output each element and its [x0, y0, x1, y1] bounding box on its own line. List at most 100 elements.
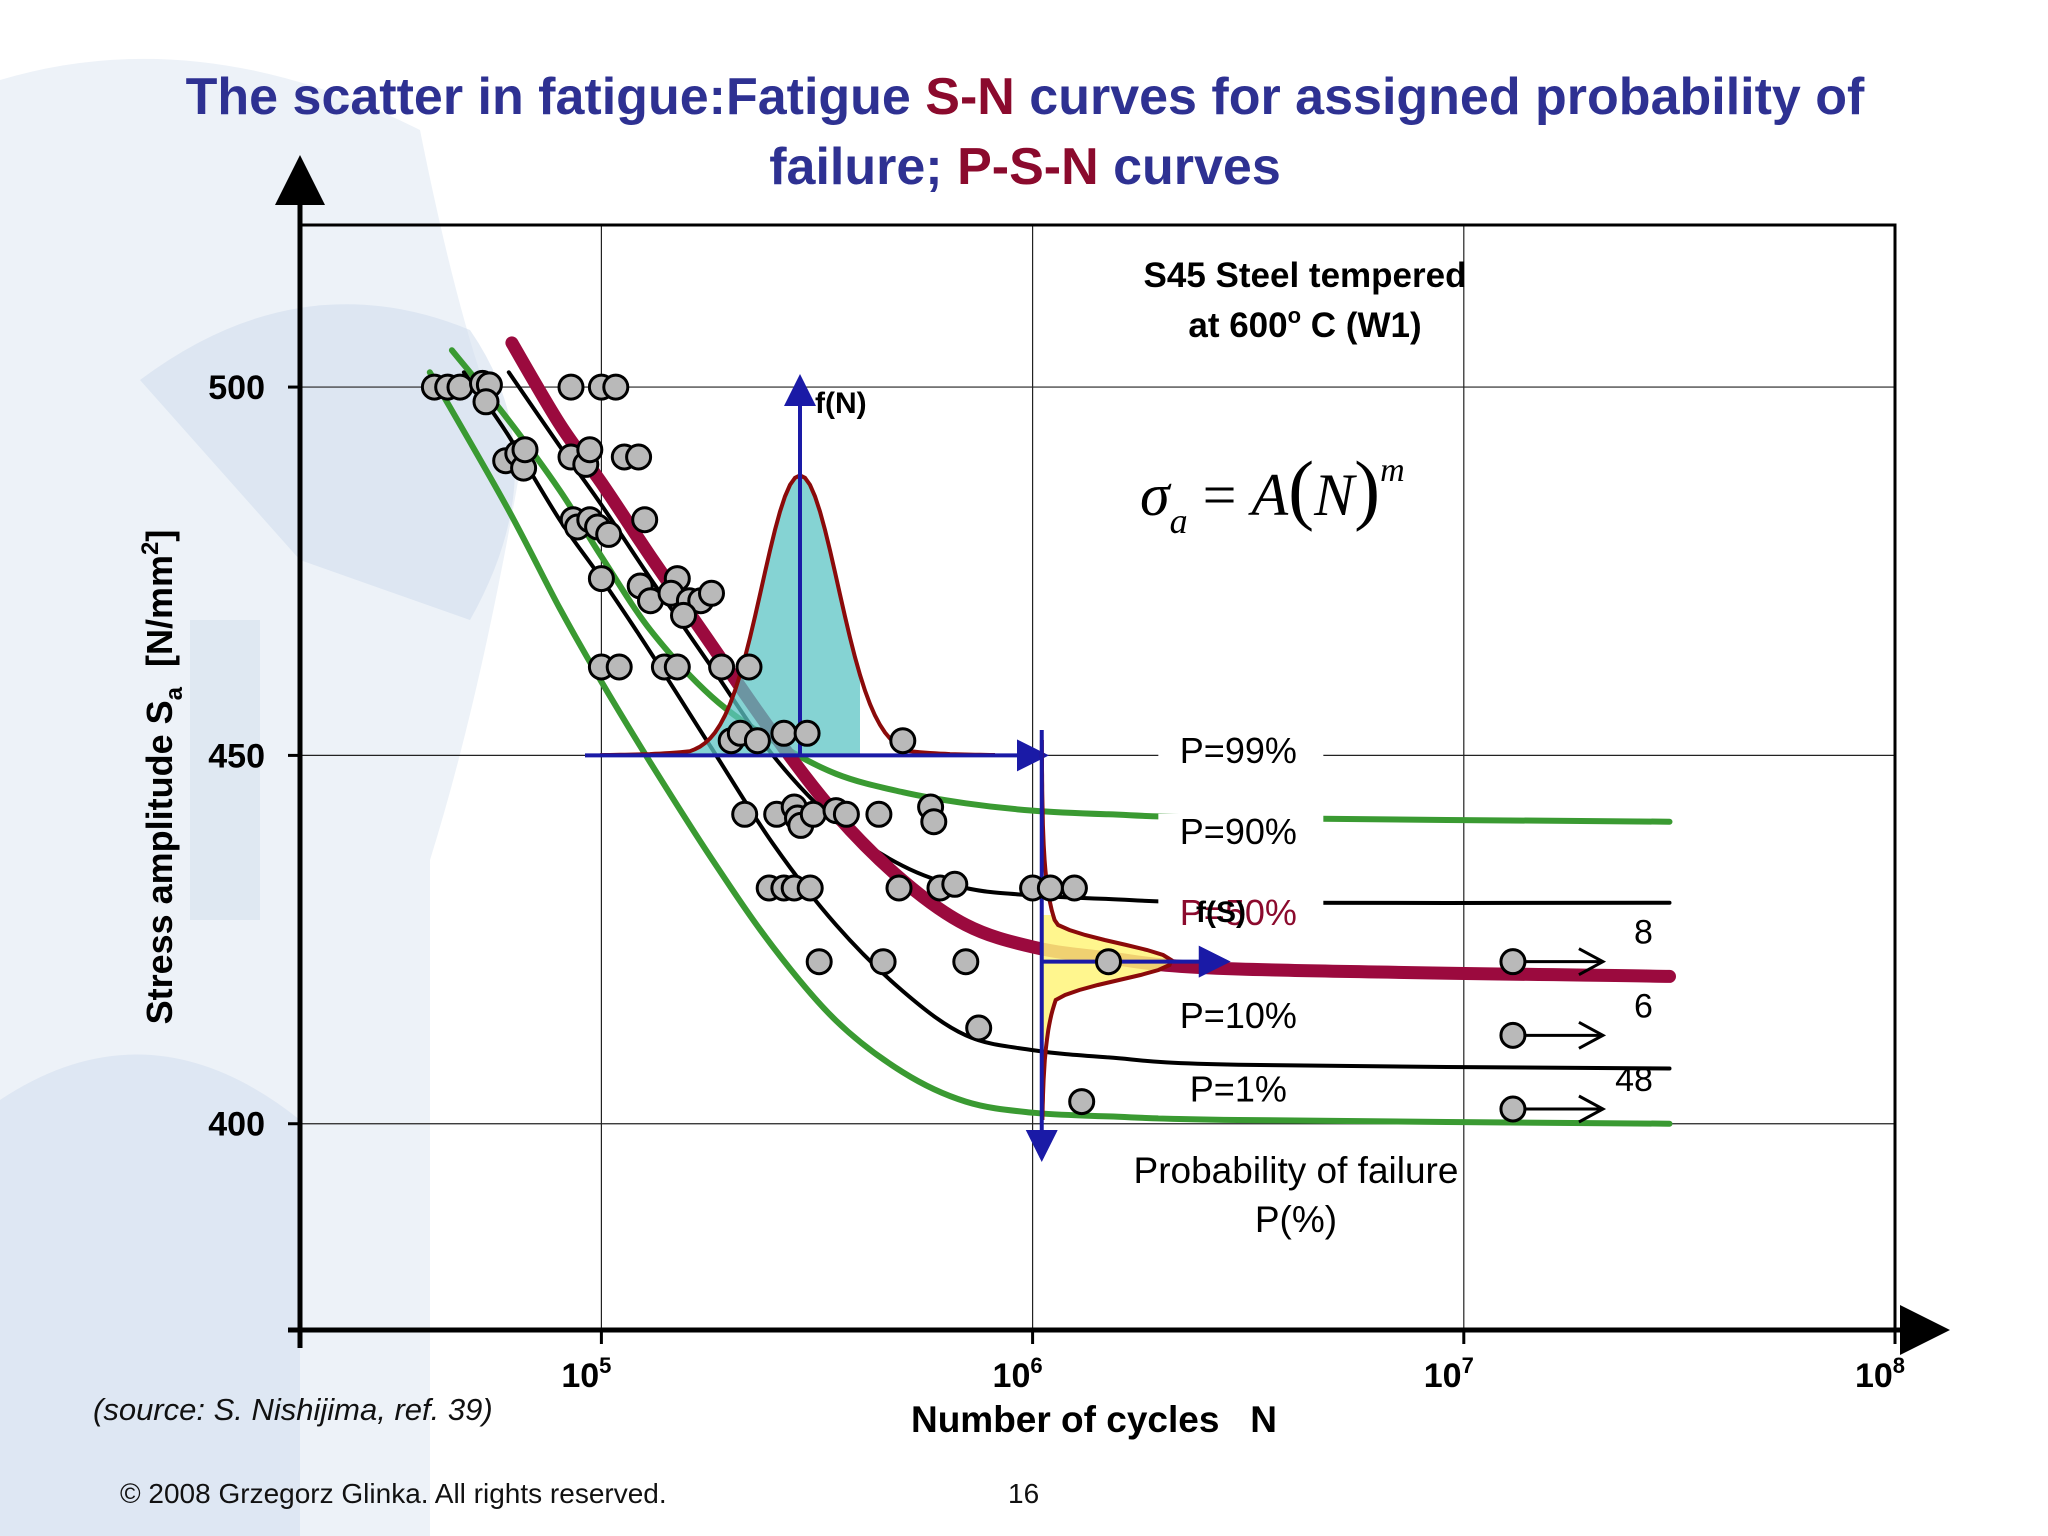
y-tick-label: 450	[208, 737, 265, 775]
data-point	[796, 874, 824, 902]
formula-eq: =	[1188, 462, 1252, 528]
data-points	[420, 369, 1122, 1116]
data-point	[731, 800, 759, 828]
material-temp: at 600	[1188, 306, 1287, 345]
data-point	[511, 436, 539, 464]
series-label: P=50%	[1180, 892, 1297, 933]
y-label-unit: [N/mm	[139, 555, 180, 687]
copyright-footer: © 2008 Grzegorz Glinka. All rights reser…	[120, 1478, 667, 1509]
series-label: P=99%	[1180, 730, 1297, 771]
formula-paren-close: )	[1354, 445, 1380, 532]
title-part3: curves	[1098, 138, 1281, 196]
formula-exp: m	[1380, 452, 1405, 489]
fN-curve	[599, 473, 995, 758]
data-point	[576, 436, 604, 464]
series-label-bg	[1158, 813, 1324, 858]
data-point	[869, 948, 897, 976]
formula-N: N	[1313, 462, 1357, 528]
x-tick-label: 105	[561, 1353, 611, 1395]
data-point	[965, 1014, 993, 1042]
curve-90pct	[506, 370, 1672, 905]
series-label: P=90%	[1180, 811, 1297, 852]
data-point	[663, 653, 691, 681]
data-point	[865, 800, 893, 828]
formula-A: A	[1247, 462, 1288, 528]
data-point	[708, 653, 736, 681]
probability-label-line1: Probability of failure	[1134, 1150, 1459, 1191]
data-point	[595, 520, 623, 548]
runout-arrow-head	[1578, 1021, 1607, 1050]
page-number: 16	[1008, 1478, 1040, 1509]
series-label-bg	[1158, 732, 1324, 777]
data-point	[941, 870, 969, 898]
runout-point	[1499, 1021, 1527, 1049]
fN-fill	[680, 475, 860, 756]
x-axis-label: Number of cycles N	[911, 1399, 1277, 1440]
material-label-line2: at 600o C (W1)	[1188, 303, 1421, 345]
data-point	[605, 653, 633, 681]
runout-count: 48	[1615, 1061, 1653, 1099]
data-point	[799, 800, 827, 828]
runout-count: 6	[1634, 987, 1653, 1025]
formula-sub: a	[1170, 501, 1188, 541]
runout-point	[1499, 948, 1527, 976]
data-point	[920, 808, 948, 836]
title-highlight-sn: S-N	[925, 68, 1015, 126]
runout-point	[1499, 1095, 1527, 1123]
material-label-line1: S45 Steel tempered	[1144, 256, 1467, 295]
probability-label-line2: P(%)	[1255, 1199, 1337, 1240]
y-tick-label: 400	[208, 1106, 265, 1144]
y-tick-group: 400 450 500	[208, 369, 300, 1144]
y-tick-label: 500	[208, 369, 265, 407]
data-point	[770, 719, 798, 747]
title-part1: The scatter in fatigue:Fatigue	[185, 68, 926, 126]
data-point	[743, 727, 771, 755]
title-part2: curves for assigned probability of failu…	[769, 68, 1865, 196]
material-degree: o	[1288, 303, 1301, 328]
source-citation: (source: S. Nishijima, ref. 39)	[93, 1392, 493, 1427]
x-tick-label: 107	[1424, 1353, 1474, 1395]
data-point	[602, 373, 630, 401]
data-point	[472, 388, 500, 416]
data-point	[1095, 948, 1122, 976]
data-point	[698, 579, 725, 607]
series-label: P=10%	[1180, 995, 1297, 1036]
material-rest: C (W1)	[1301, 306, 1422, 345]
series-label-bg	[1158, 997, 1324, 1042]
fS-distribution	[1025, 730, 1231, 1162]
data-point	[735, 653, 763, 681]
curve-10pct	[461, 370, 1672, 1071]
formula-paren-open: (	[1288, 445, 1314, 532]
data-point	[805, 948, 833, 976]
data-point	[557, 373, 585, 401]
fS-label: f(S)	[1196, 896, 1246, 929]
y-label-unit-sup: 2	[137, 542, 164, 555]
data-point	[625, 443, 653, 471]
data-point	[631, 506, 659, 534]
fS-fill	[1041, 915, 1172, 1040]
x-tick-label: 108	[1855, 1353, 1905, 1395]
basquin-formula: σa = A(N)m	[1140, 445, 1405, 541]
series-label-bg	[1158, 894, 1324, 939]
data-point	[832, 800, 860, 828]
data-point	[670, 601, 697, 629]
data-point	[1036, 874, 1064, 902]
runout-count: 8	[1634, 914, 1653, 952]
y-label-unit-end: ]	[139, 530, 180, 542]
runout-markers: 8 6 48	[1499, 914, 1653, 1124]
y-axis-label: Stress amplitude Sa [N/mm2]	[137, 530, 188, 1025]
fN-label: f(N)	[815, 387, 867, 420]
curve-50pct	[505, 336, 1676, 983]
runout-arrow-head	[1578, 1094, 1607, 1124]
fN-distribution	[585, 374, 1049, 772]
runout-arrow-head	[1578, 947, 1607, 976]
x-tick-label: 106	[993, 1353, 1043, 1395]
slide-title: The scatter in fatigue:Fatigue S-N curve…	[100, 62, 1950, 202]
x-tick-group: 105 106 107 108	[561, 1330, 1905, 1395]
curve-1pct	[426, 369, 1673, 1127]
y-label-sub: a	[161, 686, 188, 700]
formula-sigma: σ	[1140, 462, 1172, 528]
data-point	[446, 373, 474, 401]
